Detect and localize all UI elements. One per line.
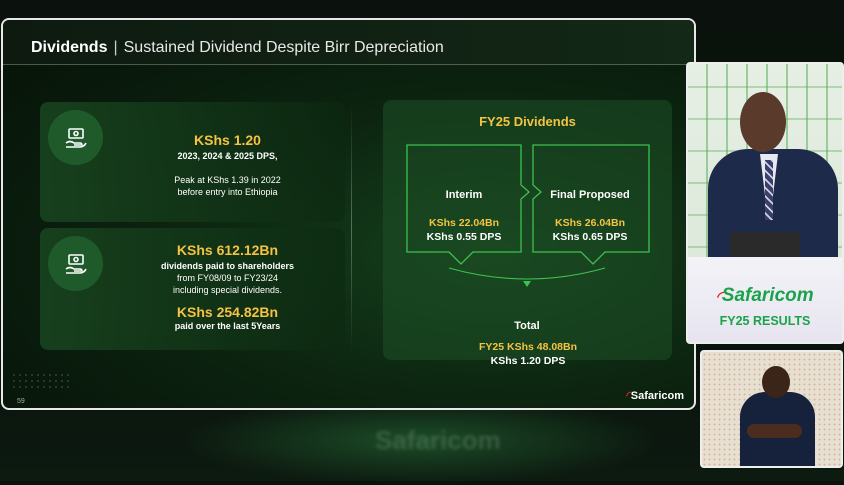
podium-logo: ◜Safaricom [688, 285, 842, 307]
five-year-headline: KShs 254.82Bn [176, 304, 279, 320]
interim-amount: KShs 22.04Bn [428, 217, 500, 229]
dps-card: KShs 1.20 2023, 2024 & 2025 DPS, Peak at… [40, 102, 345, 222]
logo-text: Safaricom [630, 390, 684, 402]
dps-line3: before entry into Ethiopia [177, 187, 278, 197]
vertical-divider [351, 102, 352, 352]
interpreter-head [762, 366, 790, 398]
podium: ◜Safaricom FY25 RESULTS [688, 257, 842, 342]
laptop [730, 232, 800, 257]
speaker-head [740, 92, 786, 152]
final-amount: KShs 26.04Bn [554, 217, 626, 229]
sign-interpreter-video [700, 350, 843, 468]
swoosh-icon: ◜ [716, 288, 722, 304]
background-glow [180, 395, 660, 485]
presentation-slide: Dividends | Sustained Dividend Despite Bir… [1, 18, 696, 410]
total-dividends-line3: including special dividends. [172, 285, 283, 295]
interpreter-hands [747, 424, 802, 438]
logo-swoosh-icon: ◜ [626, 390, 631, 402]
total-dividends-line1: dividends paid to shareholders [160, 261, 295, 271]
title-bold: Dividends [31, 39, 108, 56]
interim-label: Interim [445, 189, 483, 201]
interim-dps: KShs 0.55 DPS [426, 231, 502, 243]
safaricom-logo: ◜Safaricom [627, 389, 684, 402]
total-label: Total [514, 320, 540, 332]
final-label: Final Proposed [550, 189, 630, 201]
page-number: 59 [17, 398, 25, 405]
podium-subtitle: FY25 RESULTS [719, 314, 811, 328]
total-dividends-line2: from FY08/09 to FY23/24 [176, 273, 279, 283]
total-dividends-card: KShs 612.12Bn dividends paid to sharehol… [40, 228, 345, 350]
total-dividends-text: KShs 612.12Bn dividends paid to sharehol… [110, 242, 345, 332]
final-dps: KShs 0.65 DPS [552, 231, 628, 243]
dps-line2: Peak at KShs 1.39 in 2022 [174, 175, 281, 185]
speaker-tie [765, 160, 773, 220]
money-hand-icon [48, 110, 103, 165]
five-year-line: paid over the last 5Years [174, 321, 281, 331]
total-amount: FY25 KShs 48.08Bn [478, 341, 578, 353]
podium-logo-text: Safaricom [721, 285, 814, 306]
slide-title: Dividends | Sustained Dividend Despite Bir… [31, 39, 444, 57]
fy25-title: FY25 Dividends [479, 114, 576, 129]
total-dividends-headline: KShs 612.12Bn [176, 242, 279, 258]
fy25-dividends-panel: FY25 Dividends Interim KShs 22.04Bn KShs… [383, 100, 672, 367]
slide-title-bar: Dividends | Sustained Dividend Despite Bir… [3, 20, 694, 65]
total-dps: KShs 1.20 DPS [490, 355, 566, 367]
title-subtitle: Sustained Dividend Despite Birr Deprecia… [123, 39, 444, 56]
background-logo-text: Safaricom [375, 425, 501, 455]
decorative-dots [11, 372, 71, 392]
dps-line1: 2023, 2024 & 2025 DPS, [177, 151, 278, 161]
speaker-video: ◜Safaricom FY25 RESULTS [686, 62, 844, 344]
dps-card-text: KShs 1.20 2023, 2024 & 2025 DPS, Peak at… [110, 132, 345, 198]
dividend-flow-lines [406, 144, 650, 287]
money-hand-icon [48, 236, 103, 291]
title-separator: | [113, 39, 118, 56]
dps-headline: KShs 1.20 [194, 132, 261, 148]
